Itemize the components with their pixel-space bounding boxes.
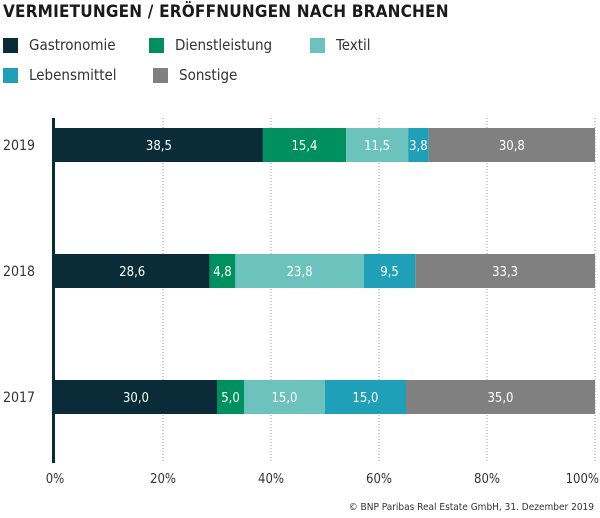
legend-item-sonstige: Sonstige bbox=[153, 66, 237, 84]
bar-segment bbox=[244, 380, 325, 414]
bar-segment bbox=[325, 380, 406, 414]
data-label: 30,8 bbox=[499, 139, 525, 154]
legend-swatch bbox=[149, 37, 164, 53]
source-note: © BNP Paribas Real Estate GmbH, 31. Deze… bbox=[348, 502, 594, 513]
legend-item-gastronomie: Gastronomie bbox=[3, 36, 116, 54]
x-tick-label: 60% bbox=[366, 472, 392, 487]
bar-segment bbox=[235, 254, 364, 288]
x-tick-label: 100% bbox=[566, 472, 599, 487]
legend-item-textil: Textil bbox=[310, 36, 371, 54]
bar-segment bbox=[55, 254, 210, 288]
legend-label: Sonstige bbox=[179, 66, 238, 84]
legend-label: Gastronomie bbox=[29, 36, 116, 54]
data-label: 33,3 bbox=[492, 265, 518, 280]
legend-label: Dienstleistung bbox=[175, 36, 273, 54]
bar-segment bbox=[408, 128, 429, 162]
legend-swatch bbox=[3, 37, 18, 53]
bar-segment bbox=[209, 254, 236, 288]
data-label: 15,0 bbox=[352, 391, 378, 406]
y-tick-label: 2019 bbox=[3, 138, 35, 154]
legend-swatch bbox=[310, 37, 325, 53]
bar-segment bbox=[428, 128, 595, 162]
legend-item-lebensmittel: Lebensmittel bbox=[3, 66, 117, 84]
x-tick-label: 40% bbox=[258, 472, 284, 487]
legend-label: Textil bbox=[336, 36, 371, 54]
data-label: 15,0 bbox=[271, 391, 297, 406]
bar-segment bbox=[363, 254, 416, 288]
legend-label: Lebensmittel bbox=[29, 66, 117, 84]
data-label: 28,6 bbox=[119, 265, 145, 280]
legend-swatch bbox=[153, 67, 168, 83]
data-label: 38,5 bbox=[146, 139, 172, 154]
bar-segment bbox=[415, 254, 595, 288]
bar-segment bbox=[406, 380, 595, 414]
bar-segment bbox=[55, 380, 217, 414]
data-label: 35,0 bbox=[487, 391, 513, 406]
data-label: 15,4 bbox=[291, 139, 317, 154]
data-label: 4,8 bbox=[213, 265, 232, 280]
x-tick-label: 80% bbox=[474, 472, 500, 487]
x-tick-label: 20% bbox=[150, 472, 176, 487]
y-tick-label: 2018 bbox=[3, 264, 35, 280]
bar-segment bbox=[346, 128, 409, 162]
data-label: 30,0 bbox=[123, 391, 149, 406]
bar-segment bbox=[262, 128, 347, 162]
data-label: 3,8 bbox=[409, 139, 428, 154]
chart-title: VERMIETUNGEN / ERÖFFNUNGEN NACH BRANCHEN bbox=[3, 2, 449, 22]
data-label: 9,5 bbox=[380, 265, 399, 280]
legend-item-dienstleistung: Dienstleistung bbox=[149, 36, 272, 54]
bar-segment bbox=[217, 380, 244, 414]
x-tick-label: 0% bbox=[46, 472, 65, 487]
legend-swatch bbox=[3, 67, 18, 83]
y-tick-label: 2017 bbox=[3, 390, 35, 406]
data-label: 11,5 bbox=[364, 139, 390, 154]
bar-segment bbox=[55, 128, 263, 162]
data-label: 23,8 bbox=[287, 265, 313, 280]
data-label: 5,0 bbox=[221, 391, 240, 406]
